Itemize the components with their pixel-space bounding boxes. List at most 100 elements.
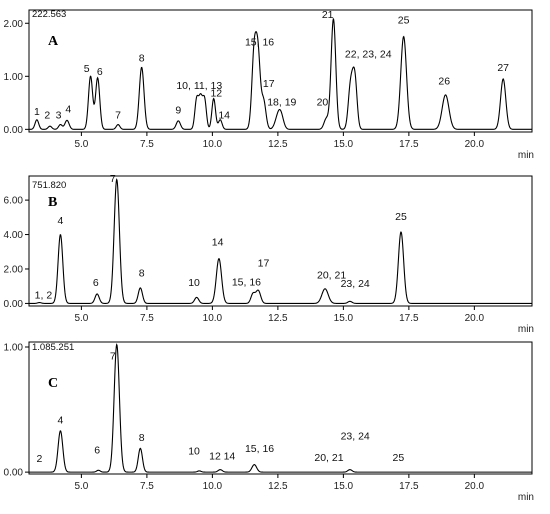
peak-label: 7 bbox=[110, 351, 116, 363]
y-tick-label: 1.00 bbox=[4, 72, 24, 83]
peak-label: 10 bbox=[188, 446, 200, 458]
x-tick-label: 20.0 bbox=[465, 139, 485, 150]
peak-apex-1 bbox=[60, 234, 61, 235]
peak-label: 4 bbox=[58, 215, 64, 227]
peak-apex-7 bbox=[252, 293, 253, 294]
x-tick-label: 17.5 bbox=[399, 139, 419, 150]
peak-label: 2 bbox=[44, 110, 50, 122]
chromatogram-trace bbox=[29, 17, 532, 130]
peak-apex-0 bbox=[39, 302, 40, 303]
peak-label: 23, 24 bbox=[341, 431, 370, 443]
peak-label: 26 bbox=[438, 75, 450, 87]
peak-label: 21 bbox=[322, 9, 334, 21]
y-tick-label: 0.00 bbox=[4, 125, 24, 136]
peak-label: 12 bbox=[210, 87, 222, 99]
intensity-header: 222.563 bbox=[32, 9, 66, 20]
peak-label: 15, 16 bbox=[245, 37, 274, 49]
x-tick-label: 7.5 bbox=[140, 481, 154, 492]
y-tick-label: 0.00 bbox=[4, 468, 24, 479]
y-tick-label: 1.00 bbox=[4, 343, 24, 354]
panel-label: A bbox=[48, 34, 59, 49]
peak-apex-0 bbox=[36, 119, 37, 120]
panel-C: 1.085.251 C 0.00 1.00 5.0 7.5 10.0 12.5 15.0 17.5… bbox=[4, 341, 534, 503]
peak-label: 23, 24 bbox=[341, 278, 370, 290]
peak-apex-26 bbox=[503, 78, 504, 79]
peak-apex-23 bbox=[355, 86, 356, 87]
peak-label: 6 bbox=[93, 277, 99, 289]
peak-label: 20, 21 bbox=[317, 269, 346, 281]
y-tick-label: 0.00 bbox=[4, 299, 24, 310]
chromatogram-trace bbox=[29, 343, 532, 473]
peak-apex-8 bbox=[178, 120, 179, 121]
peak-label: 20 bbox=[317, 96, 329, 108]
chromatogram-trace bbox=[29, 178, 532, 304]
peak-label: 22, 23, 24 bbox=[345, 49, 392, 61]
peak-label: 7 bbox=[115, 110, 121, 122]
peak-apex-5 bbox=[196, 297, 197, 298]
intensity-header: 751.820 bbox=[32, 180, 66, 191]
peak-apex-10 bbox=[349, 301, 350, 302]
peak-apex-0 bbox=[60, 430, 61, 431]
peak-apex-6 bbox=[218, 258, 219, 259]
peak-apex-22 bbox=[352, 102, 353, 103]
x-tick-label: 5.0 bbox=[74, 313, 88, 324]
x-tick-label: 15.0 bbox=[334, 139, 354, 150]
peak-apex-14 bbox=[254, 49, 255, 50]
x-tick-label: 20.0 bbox=[465, 313, 485, 324]
peak-label: 27 bbox=[497, 62, 509, 74]
peak-apex-4 bbox=[199, 470, 200, 471]
peak-label: 18, 19 bbox=[267, 96, 296, 108]
x-tick-label: 17.5 bbox=[399, 481, 419, 492]
plot-frame bbox=[28, 9, 533, 133]
peak-label: 17 bbox=[258, 257, 270, 269]
y-tick-label: 6.00 bbox=[4, 196, 24, 207]
peak-label: 15, 16 bbox=[245, 443, 274, 455]
peak-apex-8 bbox=[258, 290, 259, 291]
peak-label: 14 bbox=[218, 110, 230, 122]
peak-apex-19 bbox=[326, 118, 327, 119]
peak-apex-10 bbox=[200, 99, 201, 100]
x-tick-label: 12.5 bbox=[268, 139, 288, 150]
peak-label: 1 bbox=[34, 106, 40, 118]
peak-label: 25 bbox=[398, 14, 410, 26]
peak-apex-3 bbox=[140, 448, 141, 449]
peak-label: 10 bbox=[188, 277, 200, 289]
x-tick-label: 10.0 bbox=[203, 139, 223, 150]
peak-label: 1, 2 bbox=[35, 289, 53, 301]
peak-apex-25 bbox=[445, 94, 446, 95]
peak-label: 2 bbox=[37, 453, 43, 465]
peak-apex-4 bbox=[90, 76, 91, 77]
x-axis-label: min bbox=[518, 324, 534, 335]
x-axis-label: min bbox=[518, 492, 534, 503]
x-tick-label: 10.0 bbox=[203, 481, 223, 492]
peak-apex-2 bbox=[60, 124, 61, 125]
peak-apex-16 bbox=[263, 100, 264, 101]
peak-label: 8 bbox=[139, 268, 145, 280]
peak-label: 8 bbox=[139, 52, 145, 64]
peak-apex-6 bbox=[254, 464, 255, 465]
panel-B: 751.820 B 0.00 2.00 4.00 6.00 5.0 7.5 10.0 12.5 15… bbox=[4, 173, 534, 335]
peak-label: 14 bbox=[224, 451, 236, 463]
y-tick-label: 2.00 bbox=[4, 264, 24, 275]
x-axis-label: min bbox=[518, 150, 534, 161]
peak-label: 12 bbox=[209, 451, 221, 463]
panel-label: C bbox=[48, 376, 58, 391]
x-tick-label: 15.0 bbox=[334, 313, 354, 324]
x-tick-label: 20.0 bbox=[465, 481, 485, 492]
peak-apex-11 bbox=[204, 99, 205, 100]
peak-apex-9 bbox=[196, 99, 197, 100]
peak-apex-2 bbox=[116, 344, 117, 345]
peak-label: 25 bbox=[395, 211, 407, 223]
peak-apex-6 bbox=[117, 124, 118, 125]
peak-label: 15, 16 bbox=[232, 276, 261, 288]
x-tick-label: 17.5 bbox=[399, 313, 419, 324]
y-tick-label: 2.00 bbox=[4, 19, 24, 30]
peak-label: 6 bbox=[97, 66, 103, 78]
peak-apex-1 bbox=[98, 470, 99, 471]
plot-frame bbox=[28, 341, 533, 475]
peak-label: 20, 21 bbox=[314, 452, 343, 464]
peak-apex-21 bbox=[349, 97, 350, 98]
